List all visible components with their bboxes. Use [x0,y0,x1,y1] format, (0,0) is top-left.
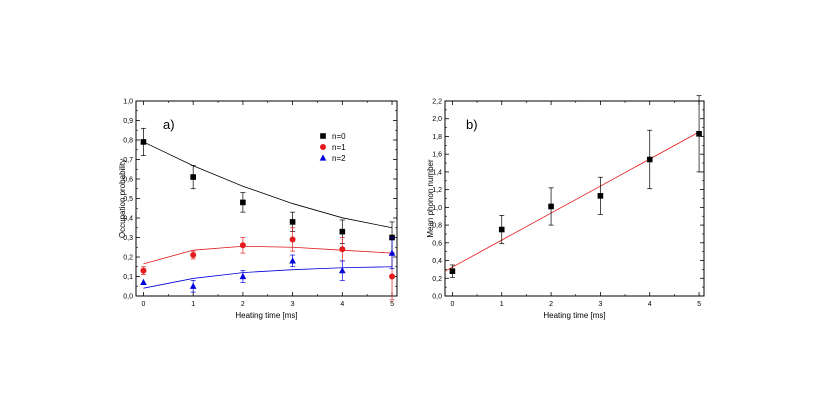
data-point-series-0-2 [548,203,554,210]
y-tick-label: 0,2 [123,255,133,262]
data-point-series-0-3 [597,193,604,199]
y-tick-label: 1,0 [432,205,442,212]
y-tick-label: 1,6 [432,152,442,159]
fit-curve-series-1 [143,245,393,265]
plot-frame [135,100,398,297]
x-tick-label: 1 [500,301,504,308]
y-axis-label: Mean phonon number [426,159,435,238]
panel-b-chart: 0 1 2 3 4 5 0,0 0,2 0,4 0,6 0,8 1,0 1,2 1,4 1,6 1,8 2,0 2… [426,95,705,320]
panel-label: a) [163,117,175,132]
x-tick-label: 4 [340,301,344,308]
data-point-series-1-1 [190,252,197,259]
x-tick-label: 3 [291,301,295,308]
y-tick-label: 0,2 [432,276,442,283]
x-tick-label: 1 [191,301,195,308]
y-tick-label: 0,8 [123,138,133,145]
data-point-series-0-1 [190,174,196,180]
x-axis-label: Heating time [ms] [235,311,297,320]
data-point-series-2-5 [388,249,396,256]
fit-curve-series-0 [143,141,393,229]
x-tick-label: 5 [390,301,394,308]
y-tick-label: 0,0 [123,294,133,301]
data-point-series-0-4 [646,156,653,163]
y-tick-label: 2,2 [432,99,442,106]
fit-line [444,131,700,272]
y-tick-label: 0,4 [123,216,133,223]
y-tick-label: 1,2 [432,187,442,194]
y-tick-label: 0,1 [123,274,133,281]
legend-label-0: n=0 [332,132,346,141]
y-tick-label: 0,3 [123,235,133,242]
legend-label-1: n=1 [332,143,346,152]
plot-frame [444,100,705,297]
y-tick-label: 2,0 [432,116,442,123]
fit-curve-series-2 [143,266,393,289]
data-point-series-0-2 [240,199,246,206]
x-tick-label: 5 [697,301,701,308]
y-tick-label: 0,5 [123,196,133,203]
x-tick-label: 3 [598,301,602,308]
data-point-series-0-5 [696,130,702,137]
legend-marker-1 [320,144,326,150]
y-tick-label: 0,6 [432,240,442,247]
data-point-series-1-0 [140,267,147,274]
y-tick-label: 1,4 [432,169,442,176]
y-tick-label: 1,8 [432,134,442,141]
data-point-series-2-1 [189,282,197,289]
data-point-series-1-5 [389,273,396,280]
data-point-series-1-4 [339,246,346,253]
data-point-series-2-2 [239,272,247,280]
panel-a-chart: 0 1 2 3 4 5 0,0 0,1 0,2 0,3 0,4 0,5 0,6 0,7 0,8 0,9 1,0 H… [118,99,398,320]
x-tick-label: 0 [450,301,454,308]
data-point-series-0-3 [289,219,296,225]
legend-marker-2 [319,154,327,161]
data-point-series-1-3 [289,236,296,243]
legend-label-2: n=2 [332,154,346,163]
panel-label: b) [466,117,478,132]
y-axis-label: Occupation probability [118,159,127,238]
data-point-series-0-0 [140,139,147,145]
y-tick-label: 0,8 [432,223,442,230]
data-point-series-2-3 [289,257,296,264]
y-tick-label: 0,4 [432,258,442,265]
y-tick-label: 1,0 [123,99,133,106]
x-tick-label: 2 [241,301,245,308]
x-tick-label: 2 [549,301,553,308]
data-point-series-0-1 [498,226,505,233]
data-point-series-0-4 [339,228,346,235]
x-tick-label: 0 [142,301,146,308]
data-point-series-0-0 [449,268,456,274]
legend-marker-0 [320,133,326,139]
x-tick-label: 4 [648,301,652,308]
y-tick-label: 0,0 [432,294,442,301]
data-point-series-2-4 [339,267,346,274]
y-tick-label: 0,6 [123,177,133,184]
data-point-series-1-2 [239,242,246,249]
data-point-series-2-0 [140,278,147,285]
y-tick-label: 0,9 [123,118,133,125]
x-axis-label: Heating time [ms] [543,311,605,320]
y-tick-label: 0,7 [123,157,133,164]
